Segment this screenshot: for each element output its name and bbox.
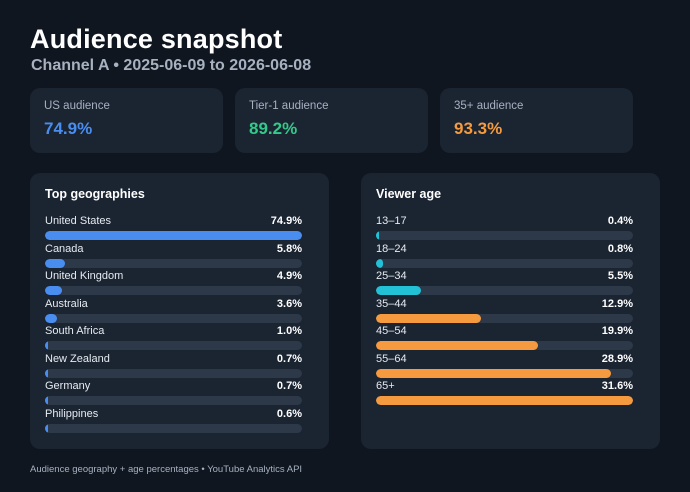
bar-category-label: 25–34	[376, 270, 407, 282]
kpi-value: 89.2%	[249, 119, 298, 138]
bar-row: 18–24 0.8%	[376, 243, 633, 271]
bar-category-label: 35–44	[376, 297, 407, 310]
bar-category-label: 18–24	[376, 242, 407, 255]
bar-fill	[45, 396, 48, 405]
bar-value-label: 5.8%	[276, 242, 302, 255]
bar-category-label: Philippines	[45, 407, 99, 420]
bar-value-label: 0.4%	[607, 215, 633, 227]
bar-row: 35–44 12.9%	[376, 298, 633, 326]
bar-fill	[45, 368, 48, 378]
kpi-card-35plus-audience: 35+ audience 93.3%	[440, 88, 633, 153]
page-title: Audience snapshot	[30, 24, 283, 54]
bar-value-label: 19.9%	[601, 325, 633, 337]
bar-row: Philippines 0.6%	[45, 408, 302, 436]
bar-fill	[45, 341, 48, 350]
bar-row: Australia 3.6%	[45, 298, 302, 326]
bar-fill	[376, 341, 538, 350]
bar-track	[45, 341, 302, 350]
kpi-label: Tier-1 audience	[249, 100, 329, 112]
bar-row: Canada 5.8%	[45, 243, 302, 271]
bar-category-label: United Kingdom	[45, 270, 124, 282]
bar-row: South Africa 1.0%	[45, 325, 302, 353]
bar-value-label: 5.5%	[607, 270, 633, 282]
bar-fill	[376, 258, 383, 268]
age-chart-card: Viewer age 13–17 0.4% 18–24 0.8% 25–34 5.5% 35…	[361, 173, 660, 449]
bar-value-label: 3.6%	[276, 297, 302, 310]
bar-category-label: United States	[45, 215, 112, 227]
bar-category-label: Canada	[45, 242, 84, 255]
kpi-label: 35+ audience	[454, 100, 524, 112]
bar-value-label: 0.7%	[276, 352, 302, 365]
bar-fill	[45, 313, 57, 323]
bar-category-label: Australia	[45, 297, 88, 310]
bar-category-label: New Zealand	[45, 352, 110, 365]
bar-track	[376, 396, 633, 405]
geography-chart-title: Top geographies	[45, 187, 145, 201]
bar-row: 55–64 28.9%	[376, 353, 633, 381]
bar-fill	[376, 368, 611, 378]
bar-row: 65+ 31.6%	[376, 380, 633, 408]
bar-row: New Zealand 0.7%	[45, 353, 302, 381]
geography-chart-card: Top geographies United States 74.9% Canada…	[30, 173, 329, 449]
bar-category-label: 45–54	[376, 325, 407, 337]
bar-category-label: South Africa	[45, 325, 105, 337]
kpi-card-tier1-audience: Tier-1 audience 89.2%	[235, 88, 428, 153]
bar-fill	[376, 231, 379, 240]
bar-category-label: 55–64	[376, 352, 407, 365]
bar-value-label: 0.6%	[276, 407, 302, 420]
bar-row: United States 74.9%	[45, 215, 302, 243]
bar-value-label: 0.8%	[607, 242, 633, 255]
geography-bar-list: United States 74.9% Canada 5.8% United Kingd…	[45, 215, 302, 435]
bar-category-label: Germany	[45, 380, 91, 392]
bar-track	[376, 313, 633, 323]
bar-row: 13–17 0.4%	[376, 215, 633, 243]
kpi-value: 74.9%	[44, 119, 93, 138]
bar-track	[45, 231, 302, 240]
bar-value-label: 12.9%	[601, 297, 633, 310]
bar-track	[45, 423, 302, 433]
bar-track	[45, 313, 302, 323]
bar-fill	[45, 231, 302, 240]
age-bar-list: 13–17 0.4% 18–24 0.8% 25–34 5.5% 35–44 12.9% 45–…	[376, 215, 633, 408]
kpi-card-us-audience: US audience 74.9%	[30, 88, 223, 153]
bar-track	[376, 368, 633, 378]
bar-track	[376, 341, 633, 350]
bar-fill	[45, 286, 62, 295]
bar-row: 25–34 5.5%	[376, 270, 633, 298]
bar-value-label: 4.9%	[276, 270, 302, 282]
bar-fill	[376, 313, 481, 323]
bar-row: United Kingdom 4.9%	[45, 270, 302, 298]
bar-track	[45, 258, 302, 268]
age-chart-title: Viewer age	[376, 187, 442, 201]
kpi-label: US audience	[44, 100, 110, 112]
bar-track	[45, 286, 302, 295]
page-subtitle: Channel A • 2025-06-09 to 2026-06-08	[31, 57, 312, 74]
bar-track	[376, 231, 633, 240]
bar-value-label: 28.9%	[601, 352, 633, 365]
bar-fill	[45, 258, 65, 268]
bar-category-label: 13–17	[376, 215, 407, 227]
bar-track	[45, 396, 302, 405]
bar-track	[45, 368, 302, 378]
bar-fill	[45, 423, 48, 433]
bar-row: Germany 0.7%	[45, 380, 302, 408]
bar-category-label: 65+	[376, 380, 395, 392]
bar-fill	[376, 286, 421, 295]
bar-value-label: 74.9%	[270, 215, 302, 227]
bar-value-label: 0.7%	[276, 380, 302, 392]
bar-track	[376, 286, 633, 295]
bar-value-label: 1.0%	[276, 325, 302, 337]
bar-value-label: 31.6%	[601, 380, 633, 392]
bar-fill	[376, 396, 633, 405]
bar-row: 45–54 19.9%	[376, 325, 633, 353]
kpi-value: 93.3%	[454, 119, 503, 138]
footer-note: Audience geography + age percentages • Y…	[30, 464, 303, 475]
bar-track	[376, 258, 633, 268]
